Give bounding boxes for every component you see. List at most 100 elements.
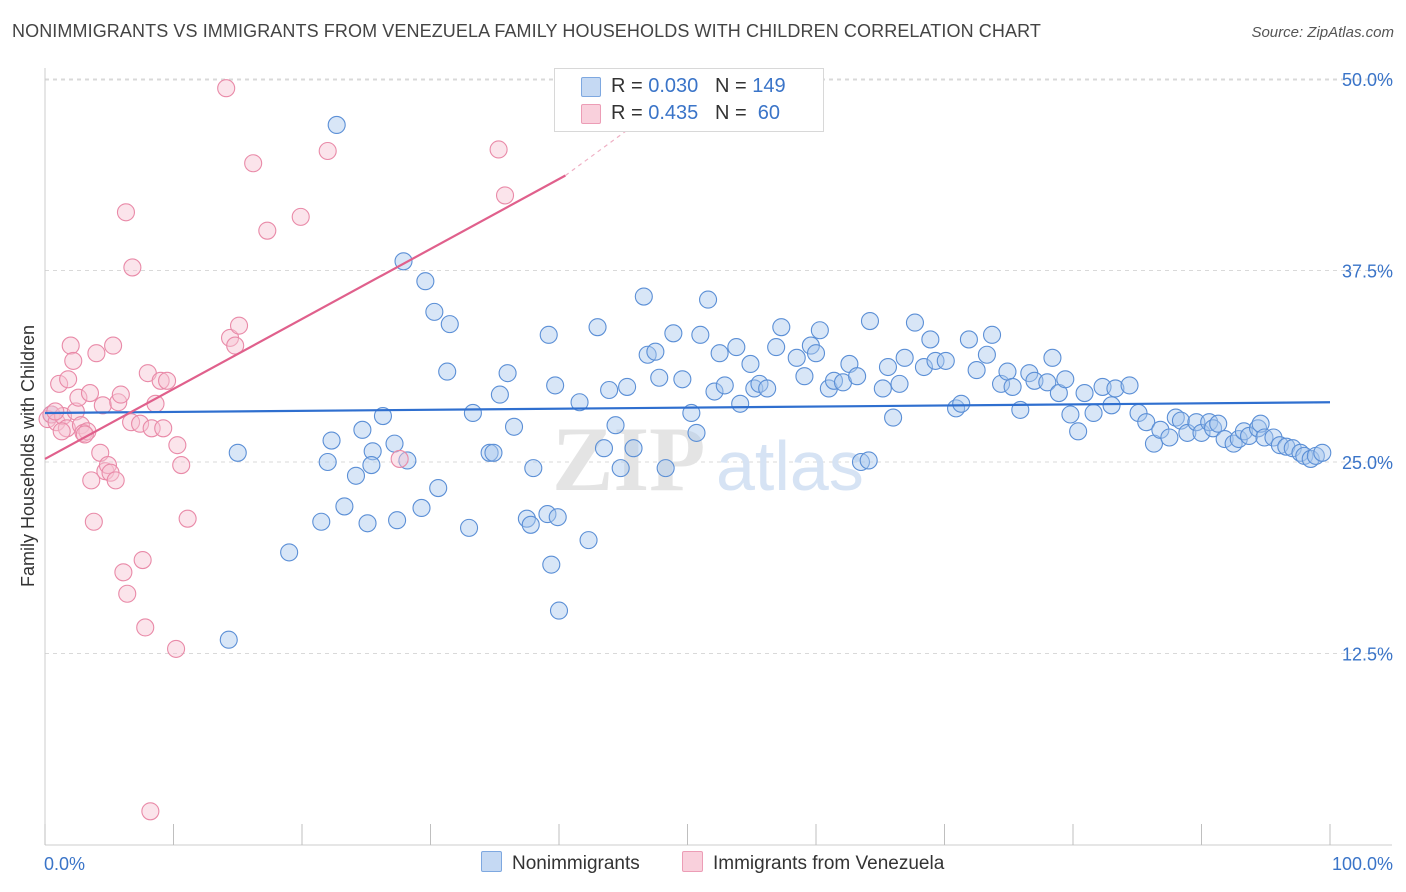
y-tick-label: 50.0% [1342, 70, 1393, 90]
watermark-atlas: atlas [716, 427, 864, 505]
data-point-nonimmigrant [1069, 422, 1088, 441]
data-point-nonimmigrant [219, 630, 238, 649]
data-point-nonimmigrant [1075, 384, 1094, 403]
data-point-nonimmigrant [438, 362, 457, 381]
data-point-immigrant [84, 512, 103, 531]
data-point-nonimmigrant [806, 344, 826, 363]
data-point-immigrant [50, 374, 69, 393]
bottom-legend-nonimmigrants: Nonimmigrants [481, 851, 640, 875]
data-point-nonimmigrant [600, 380, 619, 400]
data-point-nonimmigrant [646, 342, 665, 361]
data-point-nonimmigrant [385, 434, 404, 453]
data-point-immigrant [106, 471, 125, 490]
data-point-immigrant [141, 802, 160, 821]
data-point-nonimmigrant [412, 498, 431, 518]
data-point-immigrant [244, 154, 263, 173]
chart-title: NONIMMIGRANTS VS IMMIGRANTS FROM VENEZUE… [12, 21, 1041, 41]
x-tick-label: 100.0% [1332, 854, 1393, 874]
data-point-immigrant [57, 419, 76, 438]
data-point-nonimmigrant [952, 394, 971, 413]
legend-swatch-pink [682, 851, 703, 872]
data-point-nonimmigrant [429, 478, 448, 498]
legend-swatch-pink [581, 104, 601, 124]
data-point-immigrant [136, 618, 155, 637]
data-point-nonimmigrant [767, 338, 786, 357]
data-point-immigrant [93, 396, 112, 415]
data-point-nonimmigrant [440, 315, 459, 334]
data-point-nonimmigrant [758, 379, 777, 398]
data-point-nonimmigrant [353, 420, 372, 439]
data-point-nonimmigrant [611, 459, 630, 478]
data-point-immigrant [217, 79, 236, 98]
data-point-nonimmigrant [1215, 429, 1234, 449]
bottom-legend-immigrants: Immigrants from Venezuela [682, 851, 944, 875]
data-point-nonimmigrant [998, 362, 1017, 381]
trend-line-immigrants [44, 174, 566, 460]
source-credit: Source: ZipAtlas.com [1251, 24, 1394, 41]
data-point-nonimmigrant [538, 505, 557, 524]
data-point-immigrant [114, 563, 133, 582]
data-point-nonimmigrant [480, 443, 499, 462]
data-point-nonimmigrant [926, 351, 945, 370]
series-immigrants-venezuela [38, 79, 515, 821]
r-value: 0.435 [648, 102, 699, 124]
data-point-nonimmigrant [699, 290, 718, 309]
data-point-nonimmigrant [1120, 376, 1139, 395]
data-point-nonimmigrant [1106, 379, 1125, 398]
data-point-nonimmigrant [1264, 428, 1283, 447]
data-point-immigrant [66, 402, 85, 421]
data-point-nonimmigrant [650, 368, 669, 387]
data-point-nonimmigrant [549, 601, 569, 620]
r-value: 0.030 [648, 75, 699, 97]
data-point-immigrant [167, 639, 186, 658]
data-point-nonimmigrant [982, 325, 1002, 344]
data-point-nonimmigrant [570, 393, 589, 412]
data-point-immigrant [318, 141, 337, 161]
data-point-nonimmigrant [851, 452, 871, 472]
data-point-nonimmigrant [425, 302, 444, 321]
data-point-nonimmigrant [335, 497, 354, 516]
data-point-nonimmigrant [484, 443, 503, 462]
data-point-nonimmigrant [687, 423, 706, 442]
data-point-nonimmigrant [873, 379, 892, 398]
data-point-nonimmigrant [618, 377, 637, 396]
data-point-nonimmigrant [606, 416, 625, 435]
data-point-immigrant [104, 336, 123, 355]
data-point-nonimmigrant [741, 354, 760, 374]
data-point-immigrant [133, 550, 152, 570]
data-point-nonimmigrant [416, 272, 435, 291]
data-point-nonimmigrant [682, 403, 701, 423]
data-point-immigrant [229, 316, 249, 335]
data-point-immigrant [151, 371, 170, 390]
data-point-immigrant [158, 371, 177, 390]
data-point-nonimmigrant [1043, 348, 1062, 367]
data-point-nonimmigrant [490, 385, 509, 404]
data-point-nonimmigrant [327, 115, 346, 135]
data-point-nonimmigrant [895, 348, 914, 367]
data-point-nonimmigrant [1301, 449, 1320, 468]
data-point-nonimmigrant [1038, 373, 1057, 392]
data-point-immigrant [80, 384, 100, 403]
stats-legend: R = 0.030 N = 149 R = 0.435 N = 60 [554, 68, 824, 132]
data-point-nonimmigrant [280, 543, 299, 562]
y-tick-label: 12.5% [1342, 645, 1393, 665]
data-point-nonimmigrant [859, 451, 878, 470]
data-point-immigrant [46, 402, 65, 421]
data-point-immigrant [52, 422, 71, 441]
r-label: R = [611, 75, 649, 97]
data-point-nonimmigrant [1003, 377, 1022, 396]
data-point-nonimmigrant [388, 511, 407, 530]
data-point-immigrant [87, 344, 106, 363]
n-value: 149 [752, 75, 786, 97]
data-point-nonimmigrant [363, 442, 382, 461]
data-point-nonimmigrant [959, 330, 978, 349]
data-point-immigrant [111, 385, 130, 404]
data-point-nonimmigrant [787, 348, 806, 367]
series-nonimmigrants [42, 115, 1332, 649]
data-point-immigrant [489, 140, 508, 159]
r-label: R = [611, 102, 649, 124]
data-point-nonimmigrant [546, 376, 565, 395]
data-point-nonimmigrant [362, 456, 381, 475]
data-point-nonimmigrant [312, 512, 331, 531]
data-point-immigrant [495, 186, 515, 205]
